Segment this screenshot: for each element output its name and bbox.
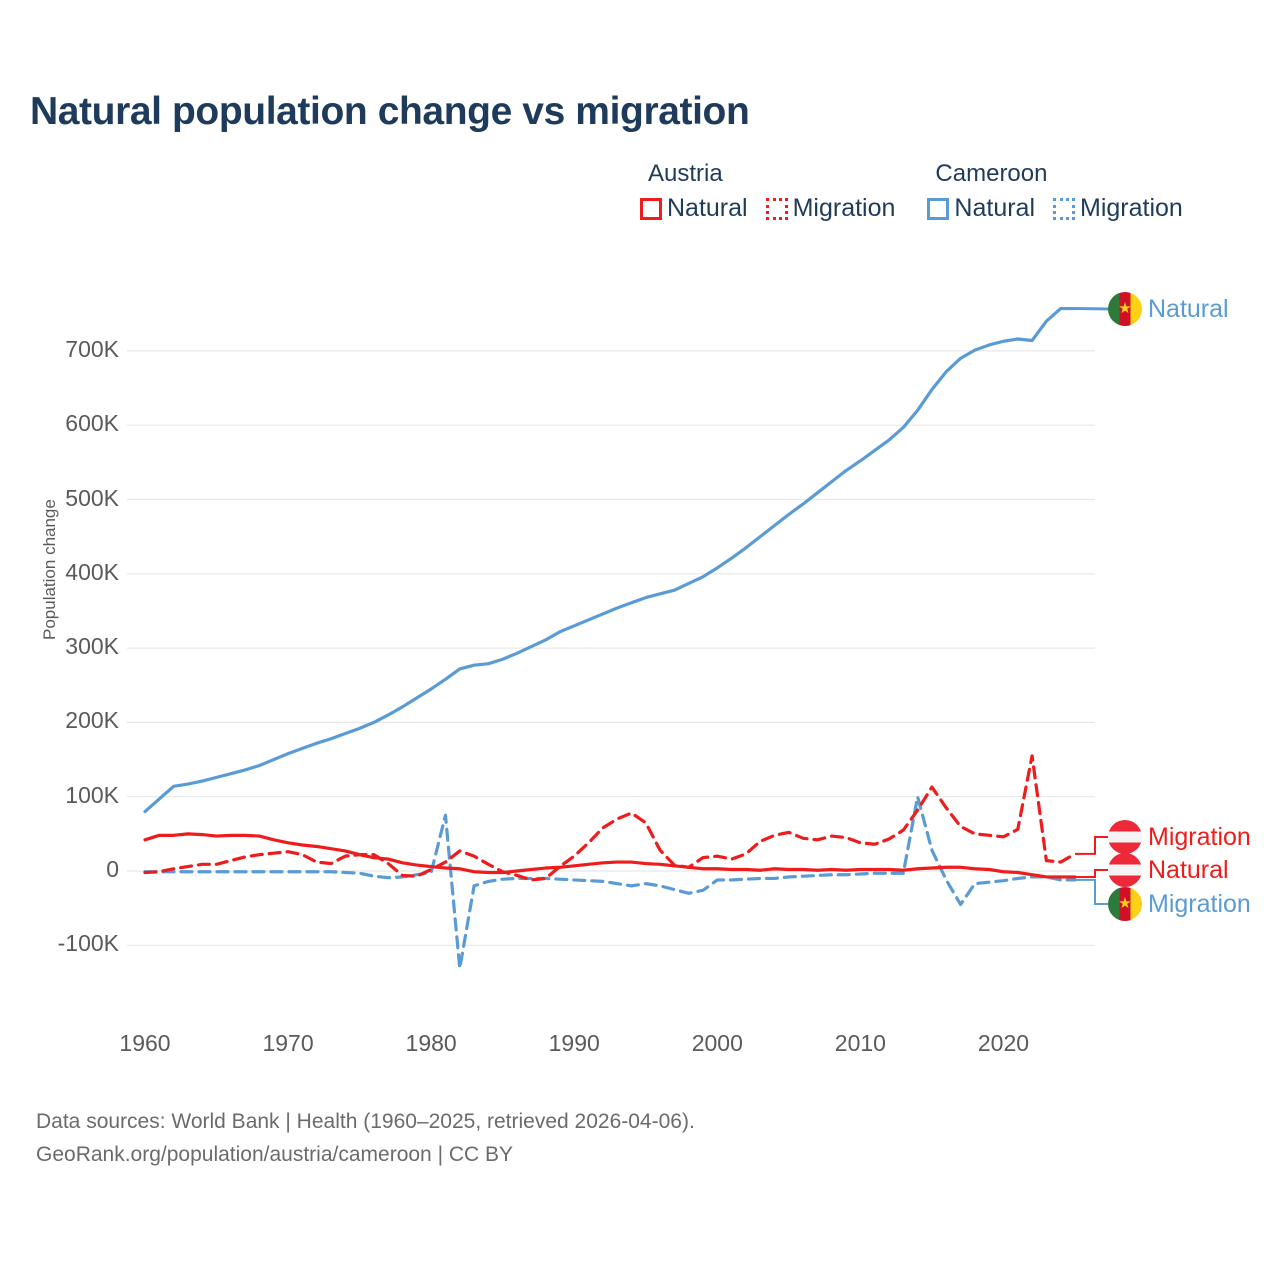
legend-swatch-solid-icon xyxy=(927,197,950,220)
series-end-label-text: Natural xyxy=(1148,855,1229,884)
series-line-cameroon-migration xyxy=(143,795,1077,970)
y-axis-tick-label: 100K xyxy=(65,781,119,808)
footer: Data sources: World Bank | Health (1960–… xyxy=(36,1106,695,1171)
end-label-connector xyxy=(1075,836,1108,855)
x-axis-tick-label: 1990 xyxy=(548,1030,600,1056)
y-axis-tick-label: -100K xyxy=(57,930,119,957)
x-axis-tick-label: 1960 xyxy=(119,1030,171,1056)
footer-line-attribution[interactable]: GeoRank.org/population/austria/cameroon … xyxy=(36,1142,514,1166)
austria-flag-icon xyxy=(1108,820,1142,854)
legend-swatch-dotted-icon xyxy=(1053,197,1076,220)
legend-item-cameroon-natural[interactable]: Natural xyxy=(927,194,1035,223)
x-axis-tick-label: 2010 xyxy=(834,1030,886,1056)
series-end-label[interactable]: ★ Migration xyxy=(1108,887,1251,921)
series-end-label-text: Natural xyxy=(1148,294,1229,323)
y-axis-tick-label: 600K xyxy=(65,410,119,437)
legend-group-title-austria: Austria xyxy=(648,160,723,187)
cameroon-flag-icon: ★ xyxy=(1108,887,1142,921)
chart-legend: Austria Natural Migration Cameroon Natur… xyxy=(640,160,1215,223)
legend-label: Natural xyxy=(954,194,1036,222)
series-end-label-text: Migration xyxy=(1148,822,1251,851)
x-axis-tick-label: 1970 xyxy=(262,1030,314,1056)
austria-flag-icon xyxy=(1108,853,1142,887)
footer-line-sources: Data sources: World Bank | Health (1960–… xyxy=(36,1110,695,1133)
legend-group-title-cameroon: Cameroon xyxy=(935,160,1048,187)
series-line-cameroon-natural xyxy=(143,306,1077,814)
legend-swatch-solid-icon xyxy=(640,197,662,220)
legend-group-cameroon: Cameroon Natural Migration xyxy=(927,160,1183,223)
end-label-connector xyxy=(1075,869,1108,878)
legend-swatch-dotted-icon xyxy=(765,197,788,220)
star-icon: ★ xyxy=(1118,300,1132,318)
y-axis-tick-label: 700K xyxy=(65,335,119,362)
star-icon: ★ xyxy=(1118,895,1132,913)
series-end-label[interactable]: Migration xyxy=(1108,820,1251,854)
y-axis-tick-label: 400K xyxy=(65,558,119,585)
end-label-connector xyxy=(1075,878,1108,905)
x-axis-tick-label: 2000 xyxy=(691,1030,743,1056)
page-title: Natural population change vs migration xyxy=(30,90,750,133)
y-axis-tick-label: 500K xyxy=(65,484,119,511)
series-end-label[interactable]: Natural xyxy=(1108,853,1229,887)
x-axis-tick-label: 1980 xyxy=(405,1030,457,1056)
gridlines xyxy=(127,350,1095,946)
legend-label: Migration xyxy=(1080,194,1183,222)
y-axis-tick-label: 300K xyxy=(65,633,119,660)
series-line-austria-natural xyxy=(143,832,1077,879)
series-end-label[interactable]: ★ Natural xyxy=(1108,292,1229,326)
x-axis-tick-label: 2020 xyxy=(977,1030,1030,1056)
series-lines xyxy=(143,306,1112,970)
cameroon-flag-icon: ★ xyxy=(1108,292,1142,326)
legend-item-austria-migration[interactable]: Migration xyxy=(765,194,896,223)
series-end-label-text: Migration xyxy=(1148,889,1251,918)
y-axis-tick-label: 0 xyxy=(106,856,119,882)
legend-label: Migration xyxy=(792,194,896,222)
legend-item-cameroon-migration[interactable]: Migration xyxy=(1053,194,1183,223)
series-line-austria-migration xyxy=(143,754,1077,882)
legend-item-austria-natural[interactable]: Natural xyxy=(640,194,748,223)
legend-label: Natural xyxy=(667,194,748,222)
y-axis-tick-label: 200K xyxy=(65,707,119,734)
legend-group-austria: Austria Natural Migration xyxy=(640,160,895,223)
